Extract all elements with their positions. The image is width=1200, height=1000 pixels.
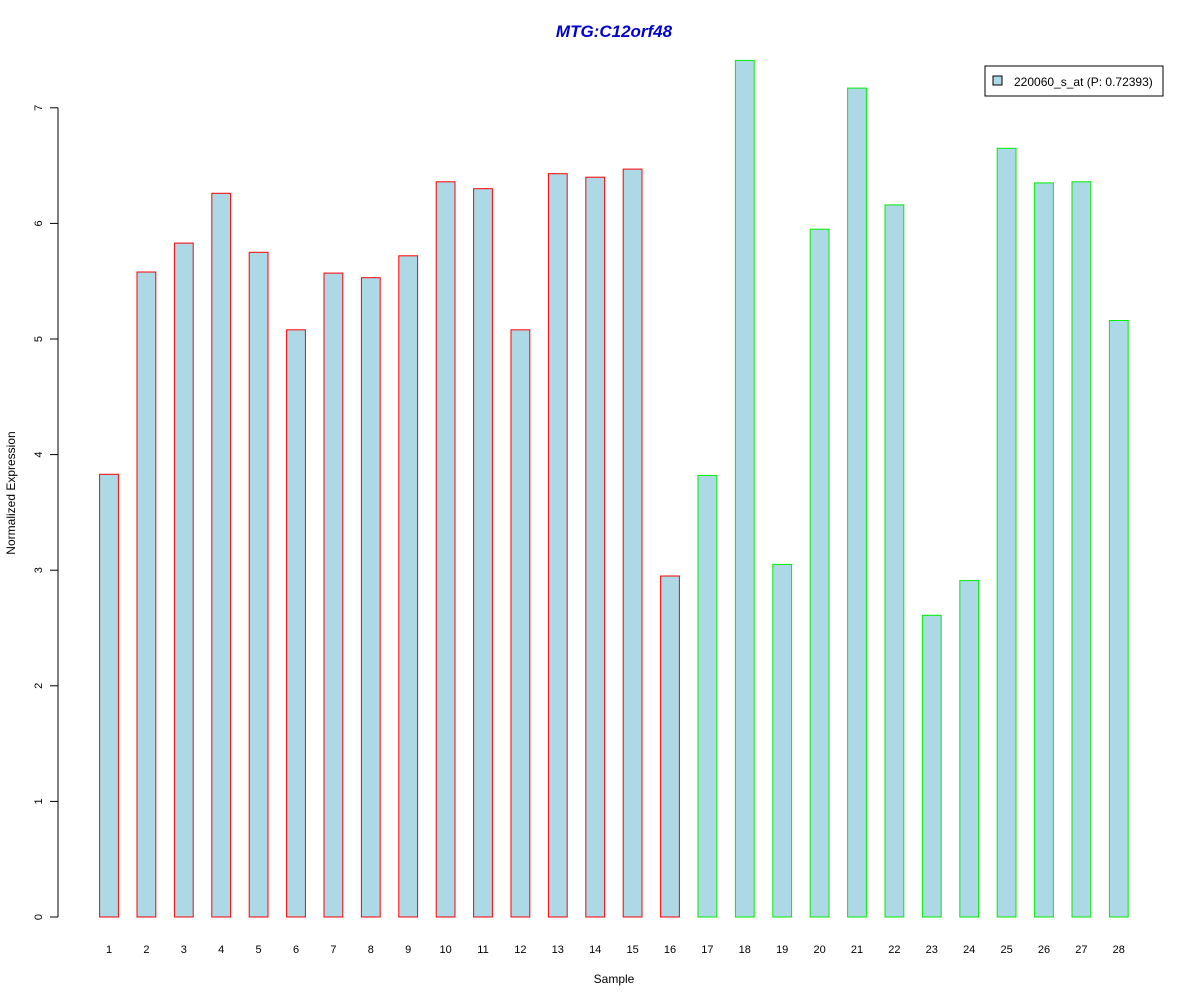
bar-sample-19 bbox=[772, 563, 793, 918]
bar-sample-1 bbox=[99, 473, 119, 918]
bar-sample-27 bbox=[1071, 181, 1092, 918]
x-tick-label: 4 bbox=[218, 944, 224, 956]
x-tick-label: 28 bbox=[1113, 944, 1125, 956]
x-tick-label: 25 bbox=[1000, 944, 1012, 956]
bar-sample-6 bbox=[286, 329, 306, 918]
x-tick-label: 20 bbox=[813, 944, 825, 956]
y-axis-title: Normalized Expression bbox=[4, 431, 18, 554]
x-tick-label: 15 bbox=[626, 944, 638, 956]
bars bbox=[99, 59, 1129, 918]
x-tick-label: 1 bbox=[106, 944, 112, 956]
x-tick-label: 7 bbox=[330, 944, 336, 956]
bar-sample-9 bbox=[398, 255, 419, 918]
chart-title: MTG:C12orf48 bbox=[556, 22, 673, 41]
bar-sample-28 bbox=[1108, 320, 1129, 918]
bar-sample-21 bbox=[847, 87, 867, 918]
bar-sample-15 bbox=[622, 168, 643, 918]
y-tick-label: 4 bbox=[33, 452, 45, 458]
x-tick-label: 21 bbox=[851, 944, 863, 956]
x-tick-label: 2 bbox=[143, 944, 149, 956]
x-tick-label: 23 bbox=[926, 944, 938, 956]
bar-sample-7 bbox=[323, 272, 344, 918]
bar-sample-17 bbox=[697, 474, 718, 918]
legend-box bbox=[984, 65, 1164, 97]
bar-sample-8 bbox=[360, 277, 381, 918]
bar-sample-2 bbox=[136, 271, 157, 918]
x-tick-label: 26 bbox=[1038, 944, 1050, 956]
bar-sample-3 bbox=[173, 242, 194, 918]
x-tick-label: 12 bbox=[514, 944, 526, 956]
x-tick-label: 9 bbox=[405, 944, 411, 956]
y-tick-label: 5 bbox=[33, 336, 45, 342]
x-tick-label: 27 bbox=[1075, 944, 1087, 956]
x-axis-title: Sample bbox=[594, 972, 635, 986]
bar-sample-10 bbox=[435, 181, 456, 918]
x-tick-label: 5 bbox=[256, 944, 262, 956]
x-tick-label: 6 bbox=[293, 944, 299, 956]
legend: 220060_s_at (P: 0.72393) bbox=[984, 65, 1164, 97]
legend-swatch bbox=[992, 75, 1003, 86]
bar-sample-5 bbox=[248, 251, 269, 918]
bar-sample-11 bbox=[473, 188, 493, 918]
y-tick-label: 3 bbox=[33, 567, 45, 573]
x-tick-label: 16 bbox=[664, 944, 676, 956]
y-tick-label: 7 bbox=[33, 105, 45, 111]
legend-label: 220060_s_at (P: 0.72393) bbox=[1014, 75, 1153, 89]
x-tick-label: 8 bbox=[368, 944, 374, 956]
bar-sample-18 bbox=[734, 59, 755, 918]
bar-sample-23 bbox=[921, 614, 942, 918]
x-tick-label: 13 bbox=[552, 944, 564, 956]
bar-sample-24 bbox=[959, 580, 980, 918]
x-tick-label: 10 bbox=[439, 944, 451, 956]
y-tick-label: 6 bbox=[33, 220, 45, 226]
x-tick-label: 24 bbox=[963, 944, 975, 956]
bar-sample-14 bbox=[585, 176, 606, 918]
y-axis: 0 1 2 3 4 5 6 7 bbox=[33, 105, 59, 920]
bar-sample-12 bbox=[510, 329, 531, 918]
x-tick-labels: 1 2 3 4 5 6 7 8 9 10 11 12 13 14 15 16 17 18 19 20 21 22 23 24 2… bbox=[106, 944, 1125, 956]
y-tick-label: 0 bbox=[33, 914, 45, 920]
bar-sample-26 bbox=[1034, 182, 1054, 918]
x-tick-label: 17 bbox=[701, 944, 713, 956]
x-tick-label: 3 bbox=[181, 944, 187, 956]
x-tick-label: 19 bbox=[776, 944, 788, 956]
bar-sample-4 bbox=[211, 192, 232, 918]
x-tick-label: 22 bbox=[888, 944, 900, 956]
y-tick-label: 2 bbox=[33, 683, 45, 689]
bar-sample-22 bbox=[884, 204, 905, 918]
y-tick-label: 1 bbox=[33, 798, 45, 804]
bar-sample-25 bbox=[996, 147, 1017, 918]
bar-sample-16 bbox=[660, 575, 680, 918]
bar-sample-13 bbox=[547, 173, 568, 918]
x-tick-label: 14 bbox=[589, 944, 601, 956]
x-tick-label: 18 bbox=[739, 944, 751, 956]
bar-sample-20 bbox=[809, 228, 830, 918]
x-tick-label: 11 bbox=[477, 944, 488, 956]
